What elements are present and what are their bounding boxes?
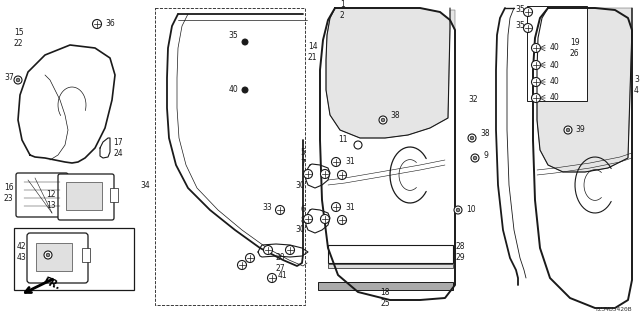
Polygon shape xyxy=(537,8,632,172)
Text: 35: 35 xyxy=(228,30,238,39)
Text: 40: 40 xyxy=(550,44,560,52)
Text: 31: 31 xyxy=(345,203,355,212)
Text: 20
27: 20 27 xyxy=(275,253,285,273)
Circle shape xyxy=(456,208,460,212)
Circle shape xyxy=(566,128,570,132)
Text: 14
21: 14 21 xyxy=(308,43,317,61)
Circle shape xyxy=(44,251,52,259)
Bar xyxy=(14,228,134,290)
FancyBboxPatch shape xyxy=(16,173,68,217)
Circle shape xyxy=(531,93,541,102)
Text: 41: 41 xyxy=(278,271,287,281)
Circle shape xyxy=(275,205,285,214)
Circle shape xyxy=(470,136,474,140)
Circle shape xyxy=(14,76,22,84)
Text: 39: 39 xyxy=(575,125,585,134)
Bar xyxy=(66,182,102,210)
Text: 36: 36 xyxy=(105,20,115,28)
Bar xyxy=(328,264,453,268)
Circle shape xyxy=(46,253,50,257)
Bar xyxy=(36,243,72,271)
Circle shape xyxy=(303,214,312,223)
Text: 35: 35 xyxy=(515,5,525,14)
Text: 33: 33 xyxy=(262,203,272,212)
Circle shape xyxy=(16,78,20,82)
Text: 42
43: 42 43 xyxy=(16,243,26,261)
Circle shape xyxy=(454,206,462,214)
Bar xyxy=(328,245,453,263)
Circle shape xyxy=(379,116,387,124)
Circle shape xyxy=(564,126,572,134)
Text: FR.: FR. xyxy=(42,276,63,292)
Circle shape xyxy=(268,274,276,283)
FancyBboxPatch shape xyxy=(58,174,114,220)
Circle shape xyxy=(93,20,102,28)
Text: 31: 31 xyxy=(345,157,355,166)
Bar xyxy=(82,248,90,262)
Text: 34: 34 xyxy=(140,180,150,189)
FancyBboxPatch shape xyxy=(27,233,88,283)
Bar xyxy=(110,188,118,202)
Text: 19
26: 19 26 xyxy=(570,38,580,58)
Circle shape xyxy=(332,157,340,166)
Bar xyxy=(527,6,587,101)
Circle shape xyxy=(332,203,340,212)
Circle shape xyxy=(337,215,346,225)
Text: 15
22: 15 22 xyxy=(14,28,24,48)
Text: 10: 10 xyxy=(466,205,476,214)
Circle shape xyxy=(264,245,273,254)
Text: 3
4: 3 4 xyxy=(634,76,639,94)
Circle shape xyxy=(337,171,346,180)
Text: 37: 37 xyxy=(4,74,13,83)
Circle shape xyxy=(321,170,330,179)
Circle shape xyxy=(321,214,330,223)
Circle shape xyxy=(524,23,532,33)
Text: 1
2: 1 2 xyxy=(340,0,345,20)
Circle shape xyxy=(303,170,312,179)
Circle shape xyxy=(473,156,477,160)
Circle shape xyxy=(381,118,385,122)
Circle shape xyxy=(471,154,479,162)
Text: 9: 9 xyxy=(483,150,488,159)
Circle shape xyxy=(531,60,541,69)
Text: 40: 40 xyxy=(550,77,560,86)
Circle shape xyxy=(242,39,248,45)
Text: 38: 38 xyxy=(480,130,490,139)
Circle shape xyxy=(468,134,476,142)
Text: 38: 38 xyxy=(390,111,399,121)
Circle shape xyxy=(237,260,246,269)
Text: 16
23: 16 23 xyxy=(4,183,13,203)
Text: 30: 30 xyxy=(295,226,305,235)
Text: 6
8: 6 8 xyxy=(300,205,305,225)
Text: 32: 32 xyxy=(468,95,477,105)
Circle shape xyxy=(531,77,541,86)
Text: 40: 40 xyxy=(550,60,560,69)
Circle shape xyxy=(524,7,532,17)
Circle shape xyxy=(354,141,362,149)
Text: TZ54B5420B: TZ54B5420B xyxy=(595,307,632,312)
Circle shape xyxy=(285,245,294,254)
Polygon shape xyxy=(326,8,455,138)
Text: 11: 11 xyxy=(339,135,348,145)
Text: 18
25: 18 25 xyxy=(380,288,390,308)
Bar xyxy=(318,282,453,290)
Text: 28
29: 28 29 xyxy=(456,243,466,261)
Text: 35: 35 xyxy=(515,20,525,29)
Text: 17
24: 17 24 xyxy=(113,139,123,157)
Text: 40: 40 xyxy=(550,93,560,102)
Text: 5
7: 5 7 xyxy=(300,148,305,168)
Circle shape xyxy=(242,87,248,93)
Text: 40: 40 xyxy=(228,85,238,94)
Circle shape xyxy=(531,44,541,52)
Text: 12
13: 12 13 xyxy=(46,190,56,210)
Text: 30: 30 xyxy=(295,180,305,189)
Circle shape xyxy=(246,253,255,262)
